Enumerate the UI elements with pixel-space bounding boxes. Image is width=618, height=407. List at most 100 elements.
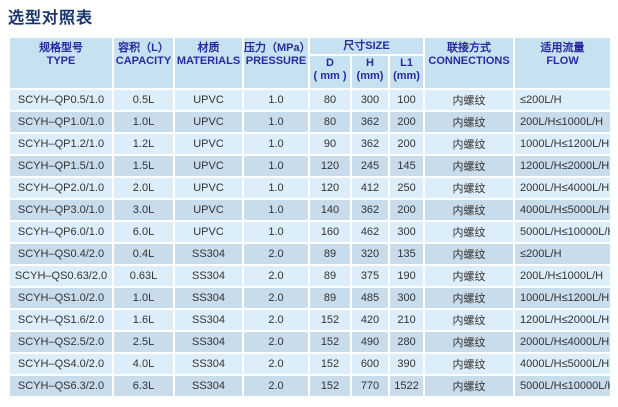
header-flow-en: FLOW bbox=[546, 55, 579, 67]
cell-capacity: 0.5L bbox=[112, 88, 175, 112]
cell-connection: 内螺纹 bbox=[423, 176, 516, 200]
cell-pressure: 2.0 bbox=[242, 286, 310, 310]
header-size-h: H (mm) bbox=[350, 54, 390, 90]
cell-pressure: 1.0 bbox=[242, 132, 310, 156]
cell-dim-h: 320 bbox=[350, 242, 390, 266]
cell-pressure: 2.0 bbox=[242, 264, 310, 288]
table-row: SCYH–QP2.0/1.0 2.0L UPVC 1.0 120 412 250 内螺纹 200… bbox=[8, 176, 613, 200]
cell-connection: 内螺纹 bbox=[423, 330, 516, 354]
cell-pressure: 1.0 bbox=[242, 176, 310, 200]
cell-capacity: 1.5L bbox=[112, 154, 175, 178]
cell-connection: 内螺纹 bbox=[423, 154, 516, 178]
cell-dim-h: 362 bbox=[350, 132, 390, 156]
table-row: SCYH–QS0.4/2.0 0.4L SS304 2.0 89 320 135 内螺纹 ≤20… bbox=[8, 242, 613, 266]
header-connections: 联接方式 CONNECTIONS bbox=[423, 36, 516, 90]
cell-type: SCYH–QP2.0/1.0 bbox=[8, 176, 114, 200]
header-pressure: 压力（MPa） PRESSURE bbox=[242, 36, 310, 90]
cell-dim-l1: 300 bbox=[387, 286, 426, 310]
cell-connection: 内螺纹 bbox=[423, 286, 516, 310]
cell-dim-l1: 300 bbox=[387, 220, 426, 244]
cell-material: UPVC bbox=[173, 88, 244, 112]
cell-flow: 5000L/H≤10000L/H bbox=[513, 220, 613, 244]
cell-type: SCYH–QS4.0/2.0 bbox=[8, 352, 114, 376]
cell-pressure: 2.0 bbox=[242, 374, 310, 398]
cell-material: SS304 bbox=[173, 330, 244, 354]
cell-dim-h: 362 bbox=[350, 198, 390, 222]
cell-dim-d: 80 bbox=[308, 88, 352, 112]
cell-type: SCYH–QP1.2/1.0 bbox=[8, 132, 114, 156]
cell-dim-h: 420 bbox=[350, 308, 390, 332]
cell-dim-l1: 1522 bbox=[387, 374, 426, 398]
cell-pressure: 1.0 bbox=[242, 220, 310, 244]
cell-dim-l1: 190 bbox=[387, 264, 426, 288]
table-row: SCYH–QS1.6/2.0 1.6L SS304 2.0 152 420 210 内螺纹 12… bbox=[8, 308, 613, 332]
cell-material: UPVC bbox=[173, 176, 244, 200]
cell-material: SS304 bbox=[173, 264, 244, 288]
cell-type: SCYH–QP0.5/1.0 bbox=[8, 88, 114, 112]
cell-flow: 2000L/H≤4000L/H bbox=[513, 176, 613, 200]
cell-type: SCYH–QP3.0/1.0 bbox=[8, 198, 114, 222]
cell-connection: 内螺纹 bbox=[423, 374, 516, 398]
cell-pressure: 1.0 bbox=[242, 198, 310, 222]
cell-dim-l1: 280 bbox=[387, 330, 426, 354]
cell-flow: 1200L/H≤2000L/H bbox=[513, 154, 613, 178]
header-capacity: 容积（L） CAPACITY bbox=[112, 36, 175, 90]
table-row: SCYH–QS4.0/2.0 4.0L SS304 2.0 152 600 390 内螺纹 40… bbox=[8, 352, 613, 376]
header-materials-en: MATERIALS bbox=[176, 55, 241, 67]
header-size-h-label: H bbox=[366, 57, 374, 69]
cell-flow: 1000L/H≤1200L/H bbox=[513, 132, 613, 156]
cell-dim-h: 362 bbox=[350, 110, 390, 134]
cell-capacity: 2.5L bbox=[112, 330, 175, 354]
header-connections-en: CONNECTIONS bbox=[428, 55, 510, 67]
cell-dim-d: 89 bbox=[308, 242, 352, 266]
header-type-zh: 规格型号 bbox=[39, 42, 83, 54]
cell-dim-d: 152 bbox=[308, 308, 352, 332]
cell-type: SCYH–QS1.0/2.0 bbox=[8, 286, 114, 310]
header-type: 规格型号 TYPE bbox=[8, 36, 114, 90]
cell-flow: 5000L/H≤10000L/H bbox=[513, 374, 613, 398]
cell-flow: ≤200L/H bbox=[513, 242, 613, 266]
cell-material: UPVC bbox=[173, 198, 244, 222]
cell-material: SS304 bbox=[173, 374, 244, 398]
cell-flow: ≤200L/H bbox=[513, 88, 613, 112]
cell-flow: 1000L/H≤1200L/H bbox=[513, 286, 613, 310]
cell-dim-l1: 210 bbox=[387, 308, 426, 332]
cell-dim-l1: 145 bbox=[387, 154, 426, 178]
cell-connection: 内螺纹 bbox=[423, 308, 516, 332]
cell-dim-h: 485 bbox=[350, 286, 390, 310]
header-capacity-en: CAPACITY bbox=[115, 55, 172, 67]
cell-type: SCYH–QS1.6/2.0 bbox=[8, 308, 114, 332]
cell-dim-h: 412 bbox=[350, 176, 390, 200]
cell-material: SS304 bbox=[173, 286, 244, 310]
cell-type: SCYH–QS0.4/2.0 bbox=[8, 242, 114, 266]
cell-pressure: 2.0 bbox=[242, 308, 310, 332]
header-size-d-unit: ( mm ) bbox=[313, 70, 347, 82]
header-capacity-zh: 容积（L） bbox=[118, 42, 169, 54]
cell-type: SCYH–QP6.0/1.0 bbox=[8, 220, 114, 244]
table-row: SCYH–QP6.0/1.0 6.0L UPVC 1.0 160 462 300 内螺纹 500… bbox=[8, 220, 613, 244]
cell-connection: 内螺纹 bbox=[423, 88, 516, 112]
table-row: SCYH–QS1.0/2.0 1.0L SS304 2.0 89 485 300 内螺纹 100… bbox=[8, 286, 613, 310]
cell-connection: 内螺纹 bbox=[423, 264, 516, 288]
header-connections-zh: 联接方式 bbox=[447, 42, 492, 54]
cell-dim-d: 152 bbox=[308, 352, 352, 376]
cell-pressure: 2.0 bbox=[242, 352, 310, 376]
cell-dim-d: 152 bbox=[308, 330, 352, 354]
cell-capacity: 2.0L bbox=[112, 176, 175, 200]
cell-pressure: 1.0 bbox=[242, 154, 310, 178]
cell-dim-d: 120 bbox=[308, 176, 352, 200]
cell-type: SCYH–QP1.0/1.0 bbox=[8, 110, 114, 134]
header-size-group: 尺寸SIZE bbox=[307, 36, 426, 56]
cell-type: SCYH–QP1.5/1.0 bbox=[8, 154, 114, 178]
header-size-l1-label: L1 bbox=[400, 57, 413, 69]
cell-dim-h: 600 bbox=[350, 352, 390, 376]
cell-material: UPVC bbox=[173, 154, 244, 178]
header-size-d-label: D bbox=[326, 57, 334, 69]
cell-capacity: 0.4L bbox=[112, 242, 175, 266]
header-flow: 适用流量 FLOW bbox=[513, 36, 613, 90]
cell-flow: 2000L/H≤4000L/H bbox=[513, 330, 613, 354]
cell-dim-d: 90 bbox=[308, 132, 352, 156]
cell-capacity: 6.3L bbox=[112, 374, 175, 398]
cell-dim-l1: 200 bbox=[387, 110, 426, 134]
table-row: SCYH–QS6.3/2.0 6.3L SS304 2.0 152 770 1522 内螺纹 5… bbox=[8, 374, 613, 398]
